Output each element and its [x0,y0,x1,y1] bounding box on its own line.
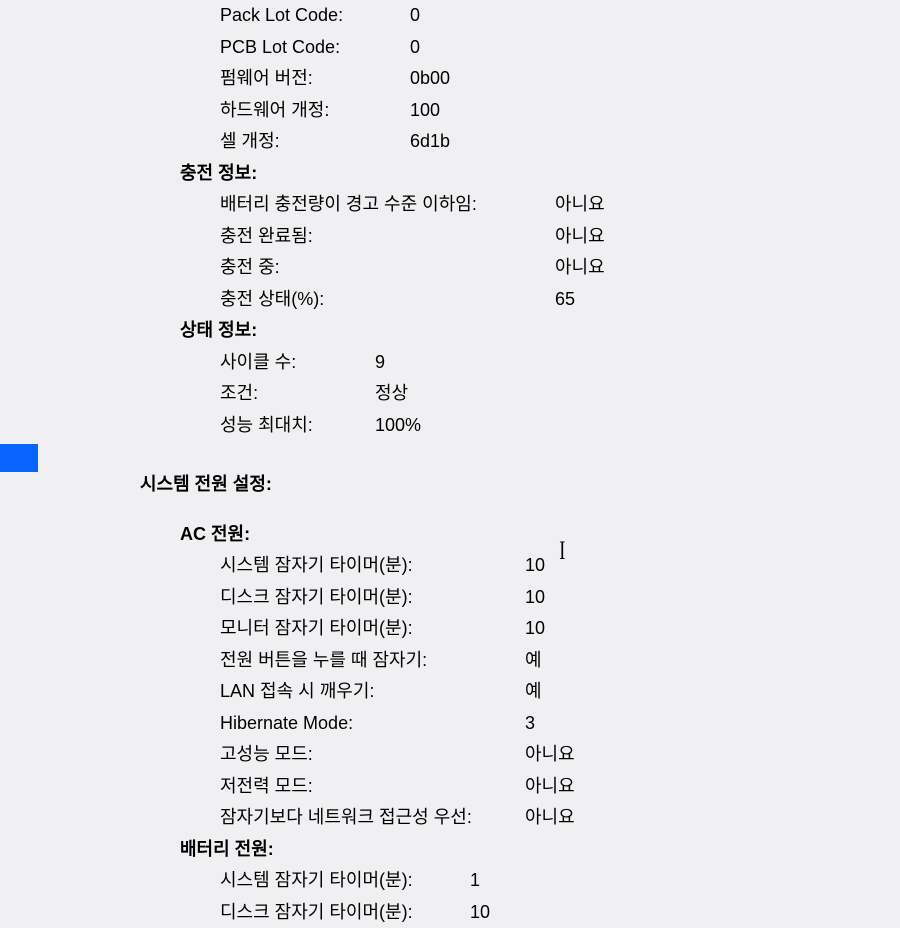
label-ac-wake-on-lan: LAN 접속 시 깨우기: [220,676,525,708]
value-battery-system-sleep: 1 [470,865,480,897]
sidebar-selection-indicator [0,444,38,472]
value-cell: 6d1b [410,126,450,158]
row-charge-complete: 충전 완료됨: 아니요 [220,221,900,253]
label-ac-network-priority: 잠자기보다 네트워크 접근성 우선: [220,802,525,834]
row-hardware-revision: 하드웨어 개정: 100 [220,95,900,127]
value-charge-complete: 아니요 [555,221,605,253]
header-ac-power: AC 전원: [180,519,900,551]
label-ac-system-sleep: 시스템 잠자기 타이머(분): [220,550,525,582]
value-below-warning: 아니요 [555,189,605,221]
value-max-performance: 100% [375,410,421,442]
value-ac-hibernate: 3 [525,708,535,740]
value-pack-lot: 0 [410,0,420,32]
value-hardware: 100 [410,95,440,127]
value-cycle-count: 9 [375,347,385,379]
label-ac-monitor-sleep: 모니터 잠자기 타이머(분): [220,613,525,645]
row-battery-disk-sleep: 디스크 잠자기 타이머(분): 10 [220,897,900,928]
header-battery-power: 배터리 전원: [180,834,900,866]
row-ac-disk-sleep: 디스크 잠자기 타이머(분): 10 [220,582,900,614]
row-ac-high-performance: 고성능 모드: 아니요 [220,739,900,771]
header-status-info: 상태 정보: [180,315,900,347]
row-charging: 충전 중: 아니요 [220,252,900,284]
value-firmware: 0b00 [410,63,450,95]
header-charge-info: 충전 정보: [180,158,900,190]
row-firmware-version: 펌웨어 버전: 0b00 [220,63,900,95]
label-below-warning: 배터리 충전량이 경고 수준 이하임: [220,189,555,221]
value-ac-wake-on-lan: 예 [525,676,542,708]
label-charging: 충전 중: [220,252,555,284]
label-charge-state-pct: 충전 상태(%): [220,284,555,316]
label-ac-high-perf: 고성능 모드: [220,739,525,771]
row-ac-low-power: 저전력 모드: 아니요 [220,771,900,803]
value-ac-system-sleep: 10 [525,550,545,582]
label-condition: 조건: [220,378,375,410]
row-pack-lot-code: Pack Lot Code: 0 [220,0,900,32]
row-cycle-count: 사이클 수: 9 [220,347,900,379]
label-charge-complete: 충전 완료됨: [220,221,555,253]
label-battery-system-sleep: 시스템 잠자기 타이머(분): [220,865,470,897]
value-charge-state-pct: 65 [555,284,575,316]
label-battery-disk-sleep: 디스크 잠자기 타이머(분): [220,897,470,928]
row-ac-monitor-sleep: 모니터 잠자기 타이머(분): 10 [220,613,900,645]
label-pcb-lot: PCB Lot Code: [220,32,410,64]
label-max-performance: 성능 최대치: [220,410,375,442]
label-cycle-count: 사이클 수: [220,347,375,379]
value-ac-network-priority: 아니요 [525,802,575,834]
value-ac-disk-sleep: 10 [525,582,545,614]
label-firmware: 펌웨어 버전: [220,63,410,95]
row-ac-hibernate-mode: Hibernate Mode: 3 [220,708,900,740]
label-hardware: 하드웨어 개정: [220,95,410,127]
row-battery-system-sleep: 시스템 잠자기 타이머(분): 1 [220,865,900,897]
label-ac-low-power: 저전력 모드: [220,771,525,803]
row-charge-state-pct: 충전 상태(%): 65 [220,284,900,316]
value-charging: 아니요 [555,252,605,284]
row-below-warning: 배터리 충전량이 경고 수준 이하임: 아니요 [220,189,900,221]
row-condition: 조건: 정상 [220,378,900,410]
row-ac-network-over-sleep: 잠자기보다 네트워크 접근성 우선: 아니요 [220,802,900,834]
label-ac-disk-sleep: 디스크 잠자기 타이머(분): [220,582,525,614]
row-cell-revision: 셀 개정: 6d1b [220,126,900,158]
system-info-panel: Pack Lot Code: 0 PCB Lot Code: 0 펌웨어 버전:… [0,0,900,928]
label-ac-hibernate: Hibernate Mode: [220,708,525,740]
row-ac-wake-on-lan: LAN 접속 시 깨우기: 예 [220,676,900,708]
value-ac-power-button: 예 [525,645,542,677]
value-ac-low-power: 아니요 [525,771,575,803]
value-condition: 정상 [375,378,408,410]
value-battery-disk-sleep: 10 [470,897,490,928]
value-pcb-lot: 0 [410,32,420,64]
text-cursor-icon: I [559,528,565,574]
value-ac-high-perf: 아니요 [525,739,575,771]
row-max-performance: 성능 최대치: 100% [220,410,900,442]
value-ac-monitor-sleep: 10 [525,613,545,645]
header-system-power-settings: 시스템 전원 설정: [140,469,900,501]
label-cell: 셀 개정: [220,126,410,158]
label-ac-power-button: 전원 버튼을 누를 때 잠자기: [220,645,525,677]
row-pcb-lot-code: PCB Lot Code: 0 [220,32,900,64]
row-ac-power-button-sleep: 전원 버튼을 누를 때 잠자기: 예 [220,645,900,677]
label-pack-lot: Pack Lot Code: [220,0,410,32]
